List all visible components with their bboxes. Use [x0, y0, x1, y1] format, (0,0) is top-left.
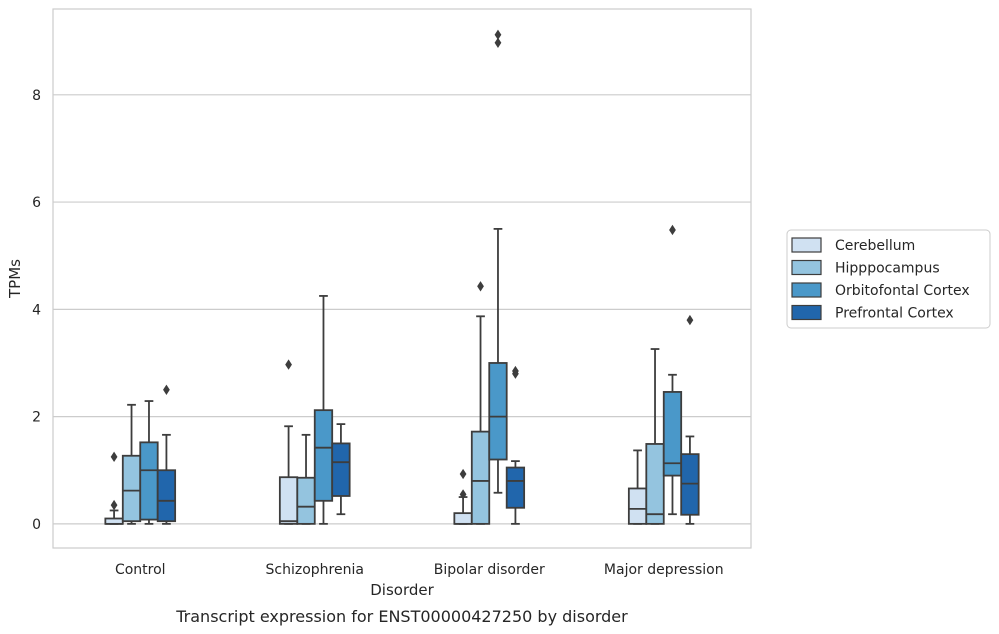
y-tick-label: 8	[32, 88, 41, 104]
legend-swatch	[791, 259, 822, 276]
box-iqr	[331, 442, 351, 497]
box-iqr	[313, 409, 334, 502]
box	[645, 348, 665, 525]
box	[453, 468, 473, 525]
y-tick-label: 2	[32, 410, 41, 426]
legend-swatch	[791, 282, 822, 298]
legend-frame	[786, 229, 991, 329]
box-iqr	[505, 466, 526, 509]
y-tick-label: 4	[32, 302, 41, 318]
y-tick-label: 6	[32, 195, 41, 211]
outlier-point	[669, 224, 676, 236]
outlier-point	[494, 37, 502, 48]
box-iqr	[662, 391, 683, 477]
legend: Cerebellum Hipppocampus Orbitofontal Corte…	[786, 229, 991, 329]
box	[505, 365, 526, 525]
chart-caption: Transcript expression for ENST0000042725…	[175, 607, 628, 626]
outlier-point	[494, 29, 502, 40]
x-tick-label: Control	[115, 562, 166, 578]
box-iqr	[278, 476, 299, 525]
legend-label: Cerebellum	[835, 238, 915, 254]
box	[104, 451, 124, 525]
box-iqr	[470, 430, 491, 525]
box	[278, 359, 299, 525]
series-prefrontal-cortex	[156, 314, 700, 525]
box-iqr	[645, 443, 665, 525]
box-plot-series	[104, 29, 700, 525]
legend-label: Prefrontal Cortex	[835, 306, 954, 322]
box-iqr	[627, 487, 648, 525]
box-iqr	[488, 362, 508, 461]
outlier-point	[459, 468, 467, 480]
outlier-point	[512, 365, 519, 377]
legend-label: Hipppocampus	[835, 261, 940, 277]
box	[470, 281, 491, 525]
box	[313, 295, 334, 525]
series-hipppocampus	[121, 281, 665, 525]
series-cerebellum	[104, 359, 648, 525]
box	[296, 433, 316, 525]
box	[662, 224, 683, 516]
x-tick-label: Bipolar disorder	[434, 562, 545, 578]
legend-label: Orbitofontal Cortex	[835, 283, 970, 299]
x-axis-label: Disorder	[370, 581, 434, 599]
legend-swatch	[791, 237, 822, 253]
box-iqr	[453, 512, 473, 525]
box	[331, 423, 351, 516]
outlier-point	[285, 359, 292, 370]
y-axis-ticks: 0 2 4 6 8	[32, 88, 41, 533]
box	[156, 384, 177, 525]
outlier-point	[110, 499, 118, 511]
y-tick-label: 0	[32, 517, 41, 533]
box	[680, 314, 700, 525]
y-axis-label: TPMs	[6, 259, 24, 299]
box-iqr	[156, 469, 177, 523]
x-axis-ticks: Control Schizophrenia Bipolar disorder Majo…	[115, 562, 724, 578]
box	[488, 29, 508, 494]
box	[121, 403, 142, 525]
box	[139, 400, 159, 525]
x-tick-label: Major depression	[604, 562, 724, 578]
box-iqr	[139, 441, 159, 521]
legend-swatch	[791, 304, 822, 321]
outlier-point	[686, 314, 694, 326]
plot-area-frame	[52, 8, 752, 549]
outlier-point	[477, 281, 484, 292]
outlier-point	[163, 384, 170, 395]
box-iqr	[121, 454, 142, 523]
box-iqr	[296, 476, 316, 525]
box	[627, 449, 648, 525]
x-tick-label: Schizophrenia	[266, 562, 364, 578]
outlier-point	[110, 451, 118, 463]
series-orbitofontal-cortex	[139, 29, 683, 525]
outlier-point	[459, 489, 467, 500]
